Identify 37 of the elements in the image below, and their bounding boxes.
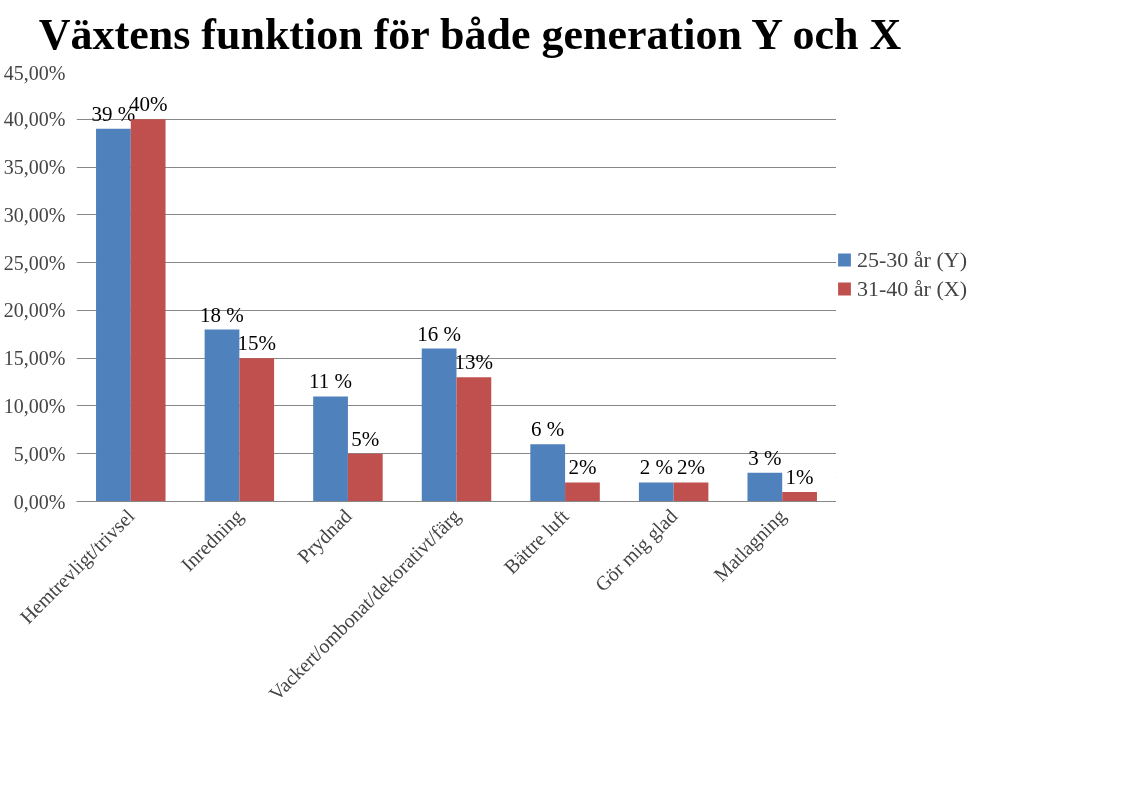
legend-label: 25-30 år (Y) bbox=[857, 246, 967, 273]
bar bbox=[530, 443, 566, 502]
bar bbox=[565, 481, 600, 502]
bar bbox=[313, 395, 348, 502]
bar bbox=[456, 376, 492, 502]
data-label: 1% bbox=[785, 464, 814, 489]
data-label: 2% bbox=[677, 454, 706, 479]
data-label: 13% bbox=[454, 349, 494, 374]
y-tick-label: 10,00% bbox=[3, 394, 66, 417]
bar bbox=[204, 329, 240, 502]
bar bbox=[421, 348, 457, 502]
bar bbox=[638, 481, 674, 502]
data-label: 18 % bbox=[200, 302, 244, 327]
data-label: 15% bbox=[237, 330, 276, 355]
bar bbox=[747, 472, 783, 502]
legend-label: 31-40 år (X) bbox=[857, 275, 967, 302]
bar bbox=[673, 481, 709, 502]
data-label: 2 % bbox=[639, 454, 673, 479]
y-tick-label: 45,00% bbox=[3, 61, 66, 84]
bar bbox=[96, 128, 131, 502]
y-tick-label: 15,00% bbox=[3, 346, 66, 369]
bar bbox=[239, 357, 275, 502]
y-tick-label: 20,00% bbox=[3, 298, 66, 321]
y-tick-label: 35,00% bbox=[3, 155, 66, 178]
y-tick-label: 5,00% bbox=[13, 442, 66, 465]
chart-title: Växtens funktion för både generation Y och X bbox=[38, 10, 902, 61]
data-label: 3 % bbox=[748, 445, 782, 470]
data-label: 16 % bbox=[417, 321, 462, 346]
y-tick-label: 40,00% bbox=[3, 107, 66, 130]
data-label: 5% bbox=[351, 426, 380, 451]
y-tick-label: 25,00% bbox=[3, 251, 66, 274]
bar bbox=[782, 491, 817, 502]
data-label: 2% bbox=[568, 454, 597, 479]
data-label: 11 % bbox=[309, 368, 353, 393]
data-label: 6 % bbox=[531, 416, 565, 441]
y-tick-label: 30,00% bbox=[3, 203, 66, 226]
bar bbox=[347, 453, 383, 502]
